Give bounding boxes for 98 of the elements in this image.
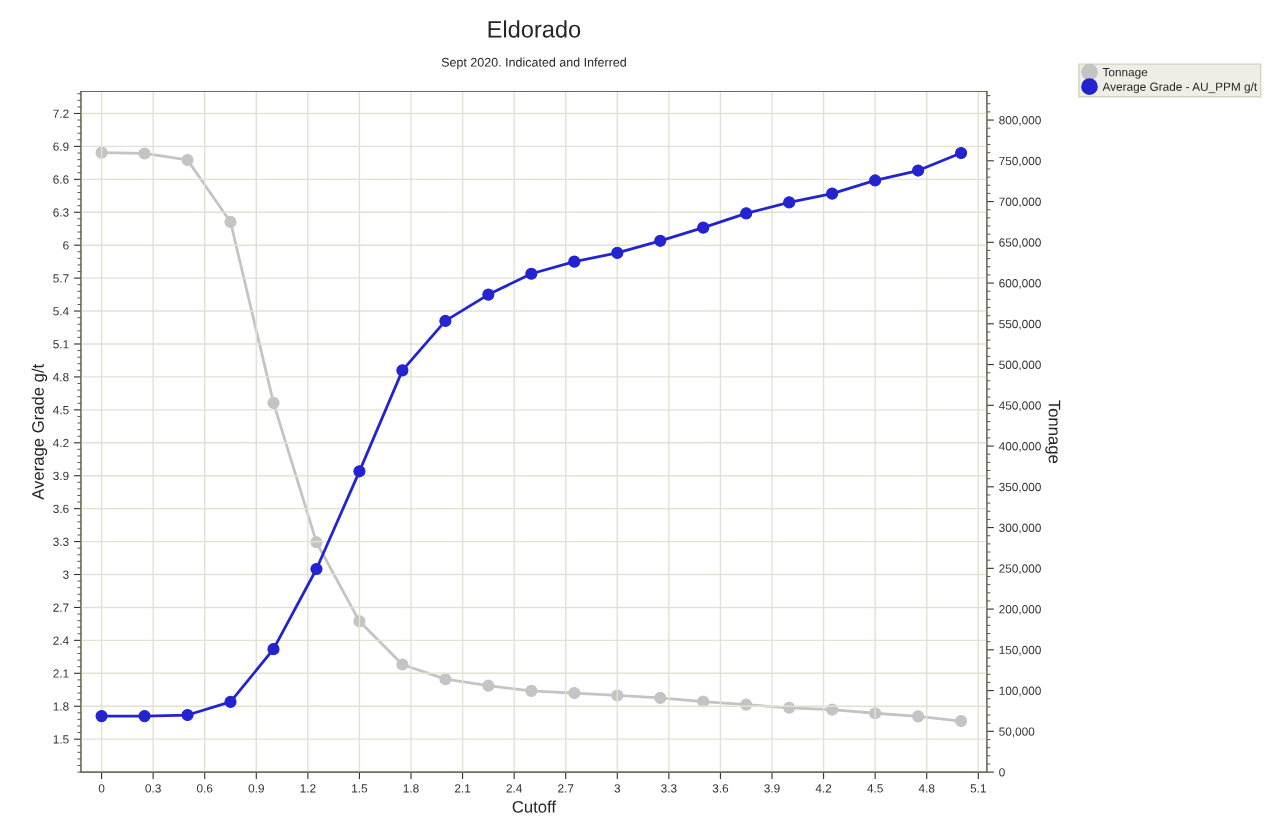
point — [95, 710, 108, 723]
x-tick-label: 0.6 — [196, 784, 213, 793]
point — [611, 246, 624, 259]
point — [181, 153, 194, 167]
y2-tick-label: 400,000 — [998, 442, 1041, 452]
x-tick-label: 0.3 — [145, 784, 161, 793]
point — [353, 465, 366, 478]
point — [482, 288, 495, 301]
x-tick-label: 3 — [614, 784, 621, 793]
y-tick-label: 5.7 — [53, 274, 69, 283]
point — [697, 695, 710, 708]
x-tick-label: 0 — [98, 784, 105, 793]
y2-tick-label: 0 — [999, 768, 1005, 777]
chart-subtitle: Sept 2020. Indicated and Inferred — [441, 57, 626, 70]
x-tick-label: 3.6 — [712, 784, 729, 793]
y-tick-label: 6.9 — [53, 142, 69, 151]
point — [654, 234, 667, 247]
y-tick-label: 1.8 — [53, 702, 69, 711]
y2-tick-label: 250,000 — [999, 564, 1041, 575]
point — [439, 314, 452, 328]
y-tick-label: 3.3 — [53, 537, 69, 546]
point — [568, 255, 581, 268]
point — [267, 643, 280, 656]
y-tick-label: 5.1 — [53, 340, 69, 349]
x-tick-label: 2.7 — [558, 784, 574, 793]
x-tick-label: 4.8 — [918, 784, 935, 793]
point — [955, 146, 968, 160]
point — [396, 364, 409, 377]
x-tick-label: 2.1 — [454, 784, 471, 793]
point — [525, 684, 538, 697]
point — [482, 679, 495, 692]
y-tick-label: 7.2 — [53, 109, 69, 118]
y2-tick-label: 550,000 — [999, 319, 1041, 330]
point — [138, 710, 151, 723]
y2-tick-label: 600,000 — [999, 279, 1041, 289]
x-tick-label: 3.9 — [764, 784, 780, 793]
point — [955, 715, 968, 728]
y2-tick-label: 100,000 — [999, 686, 1041, 697]
y-tick-label: 4.8 — [53, 372, 69, 382]
y-tick-label: 4.5 — [53, 406, 69, 415]
y-tick-label: 2.4 — [53, 636, 69, 645]
point — [439, 673, 452, 686]
y2-tick-label: 350,000 — [999, 482, 1041, 493]
point — [310, 562, 323, 576]
y-tick-label: 2.1 — [53, 669, 69, 678]
y-tick-label: 1.5 — [53, 735, 69, 744]
y2-tick-label: 50,000 — [999, 727, 1035, 738]
point — [826, 703, 839, 716]
x-axis-title: Cutoff — [512, 800, 557, 813]
x-tick-label: 1.5 — [352, 784, 368, 793]
point — [654, 691, 667, 704]
point — [525, 267, 538, 280]
y2-tick-label: 300,000 — [999, 523, 1041, 534]
y-tick-label: 5.4 — [53, 307, 69, 316]
chart-title: Eldorado — [488, 20, 581, 38]
y-tick-label: 3.6 — [53, 504, 69, 514]
y-tick-label: 3.9 — [53, 471, 69, 481]
y2-tick-label: 200,000 — [999, 605, 1041, 615]
y2-tick-label: 150,000 — [999, 645, 1041, 656]
x-tick-label: 0.9 — [248, 784, 264, 793]
point — [783, 701, 796, 714]
x-tick-label: 4.2 — [815, 784, 832, 793]
legend-label: Tonnage — [1102, 68, 1148, 79]
x-tick-label: 1.8 — [403, 784, 419, 793]
x-tick-label: 2.4 — [506, 784, 523, 793]
point — [869, 174, 882, 187]
point — [912, 164, 925, 177]
point — [181, 708, 194, 722]
legend-label: Average Grade - AU_PPM g/t — [1102, 82, 1258, 94]
y-axis-title: Average Grade g/t — [31, 363, 48, 500]
y-tick-label: 3 — [63, 570, 69, 579]
x-tick-label: 1.2 — [300, 784, 316, 793]
y2-tick-label: 800,000 — [999, 116, 1041, 126]
point — [138, 147, 151, 160]
point — [568, 686, 581, 700]
x-tick-label: 3.3 — [661, 784, 677, 793]
y2-tick-label: 500,000 — [999, 360, 1041, 371]
y-tick-label: 6.3 — [53, 208, 69, 217]
y-tick-label: 6.6 — [53, 175, 69, 184]
y2-axis-title: Tonnage — [1045, 400, 1061, 464]
point — [267, 396, 280, 409]
point — [396, 658, 409, 671]
x-tick-label: 4.5 — [867, 784, 883, 793]
point — [697, 221, 710, 234]
y2-tick-label: 650,000 — [999, 238, 1041, 249]
point — [912, 710, 925, 723]
y2-tick-label: 450,000 — [998, 401, 1041, 412]
point — [224, 695, 237, 708]
point — [783, 196, 796, 209]
x-tick-label: 5.1 — [970, 784, 986, 793]
point — [740, 207, 753, 220]
y-tick-label: 4.2 — [53, 438, 69, 448]
point — [826, 187, 839, 200]
point — [224, 215, 237, 228]
y-tick-label: 2.7 — [53, 603, 69, 612]
y-tick-label: 6 — [63, 241, 69, 250]
y2-tick-label: 750,000 — [999, 156, 1041, 167]
y2-tick-label: 700,000 — [999, 197, 1041, 208]
